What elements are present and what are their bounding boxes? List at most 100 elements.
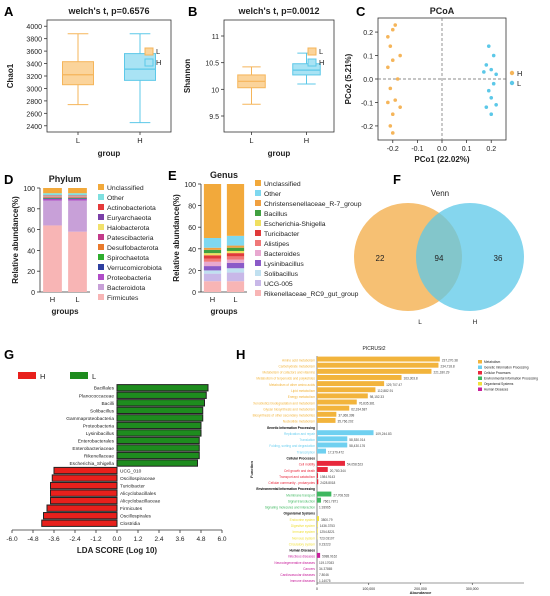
- lda-bar-label: Solibacillus: [90, 408, 115, 414]
- chart-title: welch's t, p=0.6576: [68, 6, 150, 16]
- lda-bar-label: Rikenellaceae: [84, 453, 114, 459]
- scatter-point-L: [491, 81, 496, 86]
- scatter-point-L: [486, 88, 491, 93]
- legend-label: Proteobacteria: [107, 275, 151, 282]
- legend-swatch: [478, 376, 482, 380]
- venn-circle-H: [416, 203, 524, 311]
- panel-letter: E: [168, 168, 177, 183]
- legend-label: L: [92, 372, 96, 381]
- x-tick-label: 0.1: [462, 146, 472, 153]
- y-tick-label: 3800: [26, 37, 42, 44]
- legend-label: Cellular Processes: [484, 371, 511, 375]
- stack-segment: [43, 197, 62, 199]
- lda-bar-label: Alicyclobacillaceae: [120, 499, 161, 505]
- function-value-label: 35,766.202: [338, 420, 354, 424]
- y-tick-label: 40: [188, 247, 196, 254]
- function-label: Transcription: [297, 450, 316, 454]
- legend-label: UCG-005: [264, 281, 293, 288]
- scatter-point-H: [390, 112, 395, 116]
- function-value-label: 237,270.38: [442, 358, 458, 362]
- lda-bar-label: Escherichia_Shigella: [69, 461, 114, 467]
- function-label: Neurodegenerative diseases: [274, 561, 315, 565]
- x-tick-label: H: [304, 136, 309, 145]
- y-tick-label: 40: [27, 248, 35, 255]
- lda-bar-label: Planococcaceae: [79, 393, 115, 399]
- x-axis-label: groups: [51, 307, 79, 316]
- x-tick-label: H: [137, 136, 142, 145]
- y-tick-label: 0: [31, 290, 35, 297]
- function-bar: [317, 356, 440, 362]
- function-label: Metabolism of terpenoids and polyketides: [256, 377, 315, 381]
- function-bar: [317, 375, 402, 380]
- x-tick-label: H: [50, 295, 55, 304]
- function-group-header: Environmental Information Processing: [256, 487, 315, 491]
- x-tick-label: 4.8: [196, 536, 205, 543]
- stack-segment: [226, 268, 245, 273]
- lda-bar: [116, 444, 200, 452]
- scatter-point-L: [491, 53, 496, 58]
- scatter-point-L: [484, 63, 489, 67]
- panel-letter: H: [236, 347, 245, 362]
- stack-segment: [226, 235, 245, 246]
- lda-bar: [116, 414, 204, 422]
- lda-bar: [46, 504, 118, 512]
- function-label: Carbohydrate metabolism: [279, 364, 316, 368]
- x-tick-label: -4.8: [27, 536, 39, 543]
- function-bar: [317, 528, 318, 534]
- function-bar: [317, 362, 439, 368]
- function-bar: [317, 399, 357, 405]
- function-label: Nervous system: [292, 536, 315, 540]
- legend-swatch: [98, 234, 104, 240]
- scatter-point-H: [398, 105, 402, 109]
- legend-label: Verrucomicrobiota: [107, 265, 162, 272]
- x-axis-label: PCo1 (22.02%): [414, 155, 469, 164]
- x-tick-label: L: [76, 136, 80, 145]
- function-value-label: 1254.8221: [320, 530, 335, 534]
- scatter-point-L: [484, 105, 489, 109]
- panel-letter: D: [4, 172, 13, 187]
- venn-set-label: L: [418, 319, 422, 326]
- legend-label: H: [40, 372, 45, 381]
- legend-label: L: [156, 47, 160, 56]
- function-label: Cardiovascular diseases: [280, 573, 315, 577]
- stack-segment: [68, 196, 87, 197]
- stack-segment: [203, 253, 222, 256]
- function-group-header: Human Diseases: [289, 549, 315, 553]
- lda-bar-label: Alicyclobacillales: [120, 491, 157, 497]
- stack-segment: [203, 270, 222, 274]
- function-label: Translation: [299, 438, 315, 442]
- panel-letter: C: [356, 4, 366, 19]
- legend-swatch: [70, 372, 88, 379]
- function-bar: [317, 491, 332, 497]
- lda-bar: [116, 391, 207, 399]
- panel-letter: B: [188, 4, 197, 19]
- lda-bar-label: Enterobacterales: [78, 438, 115, 444]
- x-tick-label: -1.2: [90, 536, 102, 543]
- chart-title: PCoA: [430, 6, 455, 16]
- stack-segment: [43, 196, 62, 198]
- function-label: Xenobiotics biodegradation and metabolis…: [253, 401, 315, 405]
- legend-label: Alistipes: [264, 241, 290, 248]
- legend-label: Human Diseases: [484, 388, 509, 392]
- x-tick-label: L: [75, 295, 79, 304]
- y-tick-label: 3000: [26, 86, 42, 93]
- stack-segment: [226, 259, 245, 263]
- lda-bar: [43, 512, 118, 520]
- x-tick-label: -3.6: [48, 536, 60, 543]
- legend-label: Turicibacter: [264, 231, 300, 238]
- function-value-label: 109,244.83: [376, 432, 392, 436]
- function-label: Metabolism of other amino acids: [269, 383, 315, 387]
- legend-swatch: [255, 190, 261, 196]
- lda-bar: [53, 466, 118, 475]
- legend-label: Bacteroides: [264, 251, 300, 258]
- function-label: Biosynthesis of other secondary metaboli…: [253, 414, 316, 418]
- lda-bar-label: Clostridia: [120, 521, 140, 527]
- scatter-point-L: [494, 72, 498, 77]
- legend-label: Halobacterota: [107, 225, 150, 232]
- scatter-point-H: [390, 131, 395, 135]
- scatter-point-H: [393, 98, 398, 102]
- x-tick-label: 1.2: [133, 536, 142, 543]
- x-tick-label: 3.6: [175, 536, 184, 543]
- lda-bar: [50, 489, 118, 497]
- stack-segment: [226, 247, 245, 251]
